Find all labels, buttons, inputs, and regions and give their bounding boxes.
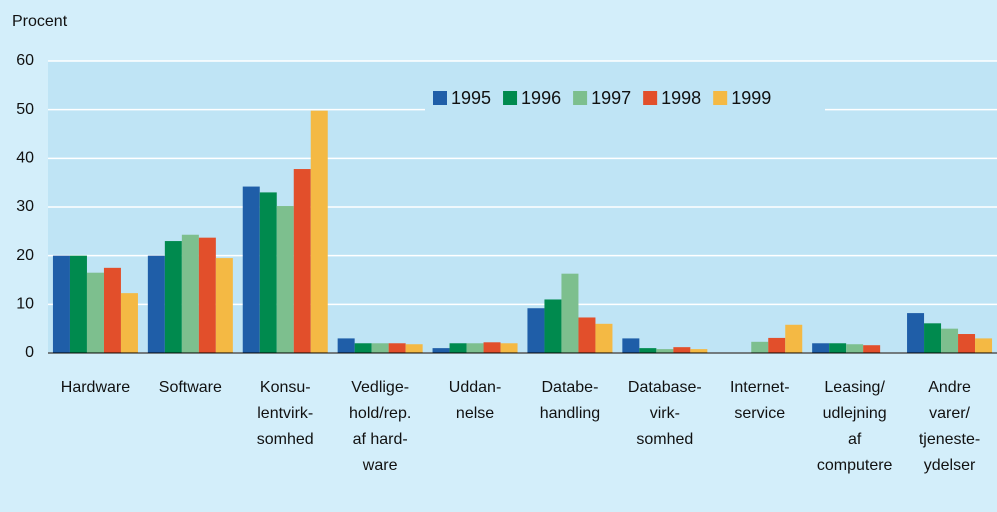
bar <box>751 341 769 353</box>
bar <box>578 317 596 353</box>
x-tick-label: tjeneste- <box>919 431 980 448</box>
legend-swatch <box>503 91 518 105</box>
bar <box>924 323 942 353</box>
bar <box>466 343 484 353</box>
bar <box>690 349 708 353</box>
bar <box>371 343 389 353</box>
legend-swatch <box>433 91 447 105</box>
legend-label: 1996 <box>521 88 561 108</box>
bar <box>276 206 294 353</box>
bar <box>483 342 501 353</box>
bar <box>656 349 674 353</box>
bar <box>181 234 199 353</box>
x-tick-label: lentvirk- <box>257 405 313 422</box>
x-tick-label: Database- <box>628 379 702 396</box>
x-tick-label: somhed <box>636 431 693 448</box>
y-tick-label: 50 <box>16 101 34 118</box>
x-tick-label: Internet- <box>730 379 790 396</box>
x-tick-label: af hard- <box>353 431 408 448</box>
x-tick-label: service <box>734 405 785 422</box>
bar <box>449 343 467 353</box>
bar <box>527 308 545 353</box>
x-tick-label: Vedlige- <box>351 379 409 396</box>
bar <box>337 338 355 353</box>
x-tick-label: handling <box>540 405 601 422</box>
bar <box>561 273 579 353</box>
bar <box>198 237 216 353</box>
x-tick-label: udlejning <box>823 405 887 422</box>
bar <box>242 186 260 353</box>
y-tick-label: 0 <box>25 344 34 361</box>
bar <box>785 324 803 353</box>
y-tick-label: 40 <box>16 150 34 167</box>
x-tick-label: af <box>848 431 862 448</box>
x-tick-label: ydelser <box>924 457 976 474</box>
x-tick-label: Leasing/ <box>824 379 885 396</box>
x-tick-label: computere <box>817 457 893 474</box>
legend-label: 1999 <box>731 88 771 108</box>
x-tick-label: Software <box>159 379 222 396</box>
bar <box>259 192 277 353</box>
legend-label: 1997 <box>591 88 631 108</box>
bar <box>595 323 613 353</box>
bar <box>388 343 406 353</box>
bar <box>941 328 959 353</box>
bar <box>103 267 121 353</box>
x-tick-label: somhed <box>257 431 314 448</box>
bar <box>120 293 138 353</box>
x-tick-label: varer/ <box>929 405 970 422</box>
x-tick-label: ware <box>362 457 398 474</box>
bar <box>500 343 518 353</box>
bar <box>958 334 976 353</box>
y-tick-label: 20 <box>16 247 34 264</box>
legend-swatch <box>573 91 588 105</box>
bar <box>293 169 311 353</box>
x-tick-label: Andre <box>928 379 971 396</box>
bar <box>544 299 562 353</box>
bar <box>52 255 70 353</box>
bar <box>354 343 372 353</box>
bar <box>215 258 233 353</box>
bar <box>829 343 847 353</box>
bar <box>768 337 786 353</box>
legend-swatch <box>713 91 728 105</box>
legend-box <box>425 84 825 112</box>
bar <box>975 338 993 353</box>
bar <box>69 255 87 353</box>
bar <box>164 241 182 353</box>
bar <box>147 255 165 353</box>
x-tick-label: nelse <box>456 405 494 422</box>
x-tick-label: Konsu- <box>260 379 311 396</box>
bar <box>673 347 691 353</box>
bar <box>846 344 864 353</box>
y-axis-label: Procent <box>12 13 68 30</box>
bar <box>310 110 328 353</box>
bar <box>432 348 450 353</box>
bar <box>812 343 830 353</box>
legend-label: 1995 <box>451 88 491 108</box>
y-tick-label: 60 <box>16 52 34 69</box>
y-tick-label: 10 <box>16 296 34 313</box>
x-tick-label: virk- <box>650 405 680 422</box>
x-tick-label: hold/rep. <box>349 405 411 422</box>
bar <box>907 313 925 353</box>
bar <box>405 344 423 353</box>
bar <box>863 345 881 353</box>
x-tick-label: Uddan- <box>449 379 501 396</box>
x-tick-label: Hardware <box>61 379 130 396</box>
legend-label: 1998 <box>661 88 701 108</box>
bar <box>622 338 640 353</box>
legend-swatch <box>643 91 658 105</box>
bar <box>639 348 657 353</box>
bar <box>86 272 104 353</box>
x-tick-label: Databe- <box>541 379 598 396</box>
y-tick-label: 30 <box>16 198 34 215</box>
